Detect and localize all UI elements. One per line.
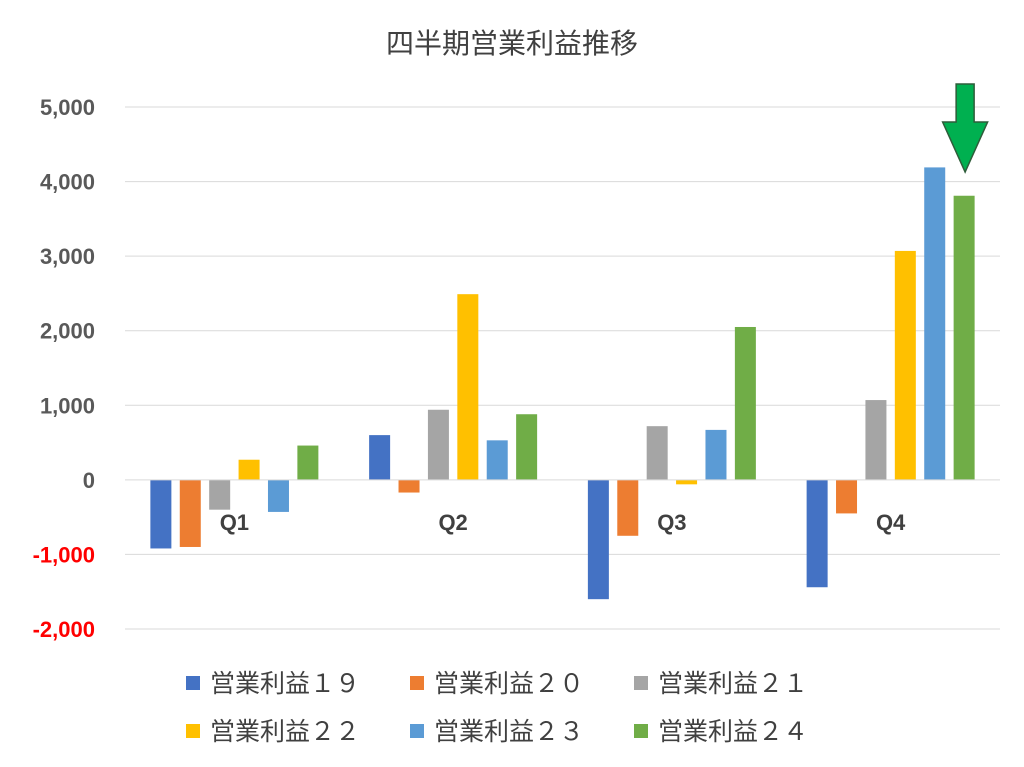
legend-swatch bbox=[634, 676, 648, 690]
legend-swatch bbox=[634, 724, 648, 738]
y-tick-label: -2,000 bbox=[33, 617, 95, 642]
legend: 営業利益１９ 営業利益２０ 営業利益２１ 営業利益２２ 営業利益２３ 営業利益２４ bbox=[186, 669, 808, 746]
bar bbox=[734, 326, 756, 480]
legend-label: 営業利益２４ bbox=[658, 717, 808, 746]
legend-label: 営業利益１９ bbox=[210, 669, 360, 698]
x-tick-label: Q1 bbox=[220, 510, 249, 535]
legend-label: 営業利益２１ bbox=[658, 669, 808, 698]
legend-label: 営業利益２０ bbox=[434, 669, 584, 698]
x-tick-label: Q2 bbox=[438, 510, 467, 535]
bar bbox=[267, 479, 289, 512]
bar bbox=[297, 445, 319, 480]
bars bbox=[150, 167, 975, 600]
legend-label: 営業利益２３ bbox=[434, 717, 584, 746]
x-tick-label: Q3 bbox=[657, 510, 686, 535]
y-tick-label: 1,000 bbox=[40, 393, 95, 418]
bar bbox=[150, 479, 172, 549]
legend-swatch bbox=[410, 724, 424, 738]
y-tick-label: 4,000 bbox=[40, 170, 95, 195]
bar bbox=[486, 440, 508, 480]
bar bbox=[646, 426, 668, 480]
legend-label: 営業利益２２ bbox=[210, 717, 360, 746]
y-tick-label: 2,000 bbox=[40, 319, 95, 344]
bar bbox=[617, 479, 639, 536]
x-tick-label: Q4 bbox=[876, 510, 906, 535]
bar bbox=[398, 479, 420, 493]
y-tick-label: 5,000 bbox=[40, 95, 95, 120]
x-axis-ticks: Q1 Q2 Q3 Q4 bbox=[220, 510, 906, 535]
chart-title: 四半期営業利益推移 bbox=[386, 27, 638, 60]
bar bbox=[865, 400, 887, 480]
gridlines bbox=[125, 106, 1000, 630]
bar bbox=[369, 435, 391, 480]
arrow-shape bbox=[941, 83, 989, 174]
bar bbox=[427, 409, 449, 480]
bar bbox=[953, 195, 975, 480]
y-tick-label: -1,000 bbox=[33, 542, 95, 567]
bar bbox=[676, 479, 698, 485]
bar bbox=[457, 294, 479, 480]
bar bbox=[894, 250, 916, 480]
y-axis-ticks: 5,000 4,000 3,000 2,000 1,000 0 -1,000 -2,000 bbox=[33, 95, 95, 642]
bar bbox=[179, 479, 201, 547]
y-tick-label: 0 bbox=[83, 468, 95, 493]
bar bbox=[705, 429, 727, 480]
bar bbox=[516, 414, 538, 480]
bar bbox=[924, 167, 946, 480]
bar bbox=[836, 479, 858, 514]
bar bbox=[238, 459, 260, 480]
legend-swatch bbox=[410, 676, 424, 690]
bar bbox=[587, 479, 609, 600]
bar bbox=[209, 479, 231, 510]
legend-swatch bbox=[186, 676, 200, 690]
y-tick-label: 3,000 bbox=[40, 244, 95, 269]
bar bbox=[806, 479, 828, 588]
down-arrow-icon bbox=[941, 83, 989, 174]
legend-swatch bbox=[186, 724, 200, 738]
